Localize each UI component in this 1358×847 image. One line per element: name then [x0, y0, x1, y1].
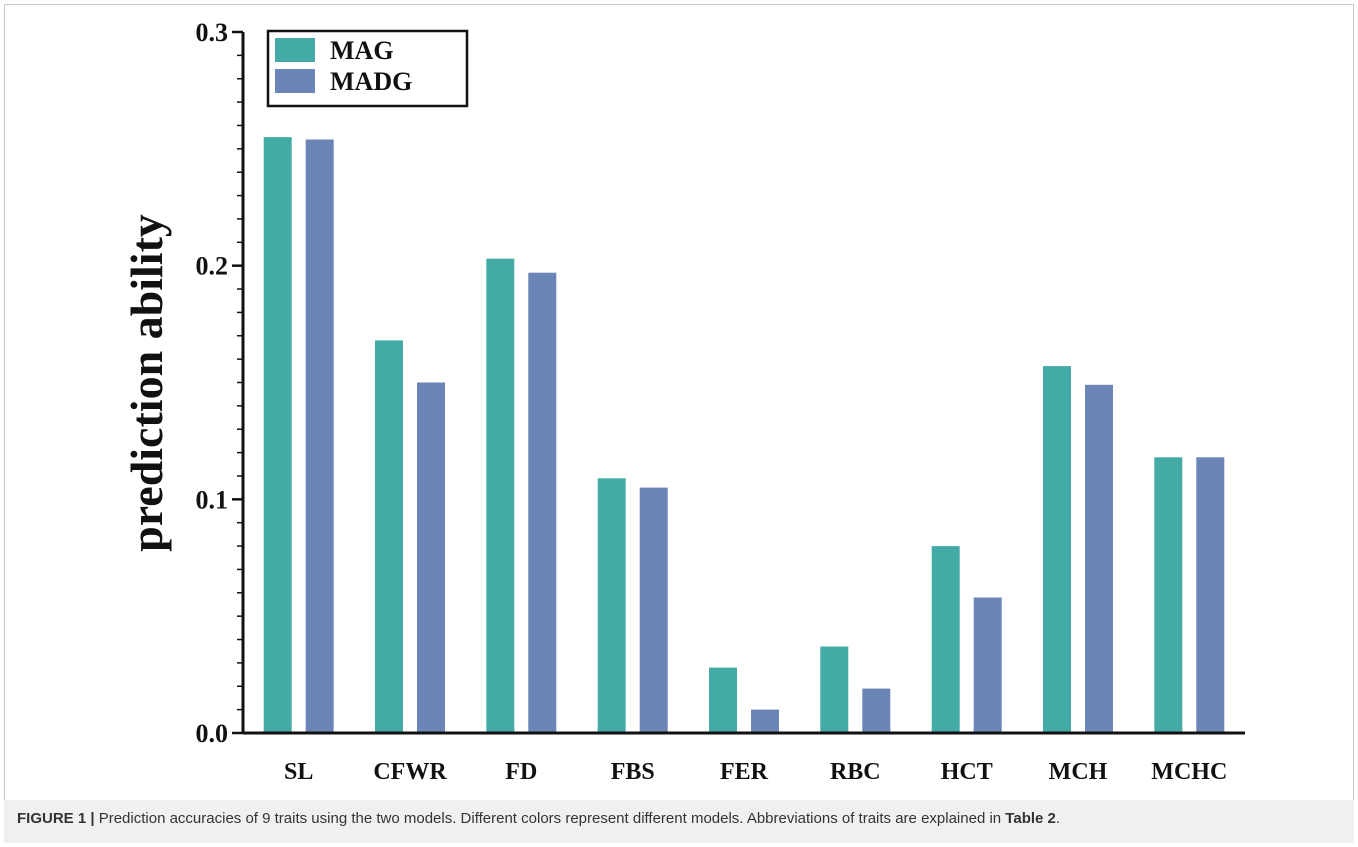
y-tick-label: 0.3 — [196, 18, 229, 47]
x-tick-label: MCHC — [1151, 759, 1227, 785]
legend-label-madg: MADG — [330, 67, 412, 96]
legend-swatch-madg — [275, 69, 315, 93]
y-axis-label: prediction ability — [121, 214, 172, 552]
bar-mag-mch — [1043, 366, 1071, 733]
bar-mag-mchc — [1154, 457, 1183, 733]
x-tick-label: HCT — [941, 759, 993, 785]
bar-madg-fbs — [639, 487, 668, 733]
x-tick-label: FBS — [611, 759, 655, 785]
bars-layer — [263, 137, 1225, 734]
bar-madg-sl — [305, 139, 334, 733]
bar-mag-fd — [486, 258, 515, 733]
x-tick-label: SL — [284, 759, 313, 785]
y-tick-label: 0.2 — [196, 252, 229, 281]
chart-area: SL CFWR FD FBS FER RBC HCT MCH MCHC 0.0 0.1 0.2 0.3 … — [121, 18, 1245, 785]
x-tick-label: FER — [720, 759, 769, 785]
bar-madg-mchc — [1196, 457, 1225, 733]
bar-madg-rbc — [862, 688, 891, 733]
table-reference-link[interactable]: Table 2 — [1005, 810, 1056, 827]
bar-madg-fer — [751, 709, 779, 733]
caption-end: . — [1055, 810, 1061, 827]
legend-swatch-mag — [275, 38, 315, 62]
bar-mag-cfwr — [375, 340, 403, 733]
bar-mag-sl — [263, 137, 292, 734]
y-tick-label: 0.0 — [196, 719, 229, 748]
bar-mag-fer — [709, 667, 737, 733]
bar-madg-cfwr — [417, 382, 445, 733]
bar-madg-fd — [528, 272, 557, 733]
x-tick-label: CFWR — [373, 759, 447, 785]
bar-mag-fbs — [597, 478, 626, 733]
bar-mag-rbc — [820, 646, 849, 733]
bar-madg-mch — [1085, 384, 1113, 733]
x-tick-label: FD — [505, 759, 537, 785]
bar-chart: SL CFWR FD FBS FER RBC HCT MCH MCHC0.00.10.20.3 … — [121, 18, 1245, 785]
figure-frame — [4, 4, 1354, 843]
figure-label: FIGURE 1 | — [17, 810, 95, 827]
y-tick-label: 0.1 — [196, 485, 229, 514]
axes-layer: SL CFWR FD FBS FER RBC HCT MCH MCHC 0.0 0.1 0.2 0.3 — [196, 18, 1245, 785]
x-tick-label: RBC — [830, 759, 881, 785]
bar-mag-hct — [931, 546, 960, 733]
legend-label-mag: MAG — [330, 36, 394, 65]
caption-text: Prediction accuracies of 9 traits using … — [94, 810, 1006, 827]
bar-madg-hct — [973, 597, 1002, 733]
x-tick-label: MCH — [1049, 759, 1108, 785]
figure-caption: FIGURE 1 | Prediction accuracies of 9 tr… — [4, 800, 1354, 843]
